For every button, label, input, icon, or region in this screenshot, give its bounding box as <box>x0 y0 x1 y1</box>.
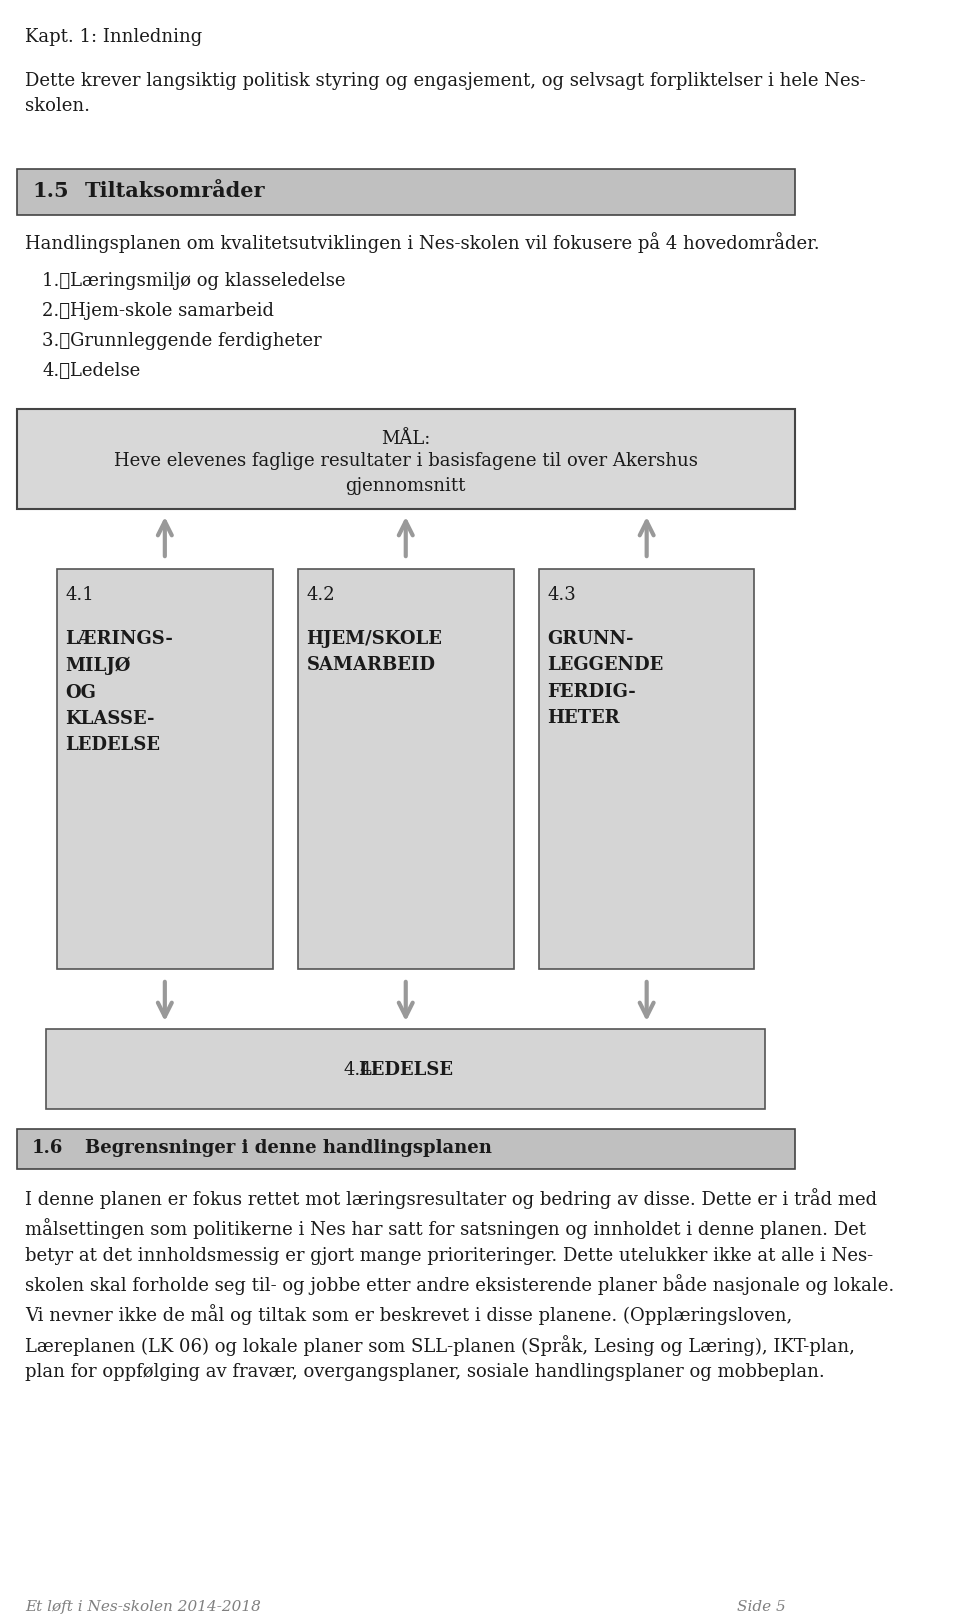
Text: Kapt. 1: Innledning: Kapt. 1: Innledning <box>25 28 203 45</box>
Bar <box>17 409 795 510</box>
Text: HJEM/SKOLE
SAMARBEID: HJEM/SKOLE SAMARBEID <box>306 630 443 674</box>
Text: GRUNN-
LEGGENDE
FERDIG-
HETER: GRUNN- LEGGENDE FERDIG- HETER <box>547 630 663 727</box>
Text: 4.4: 4.4 <box>344 1060 372 1078</box>
Text: 3.	Grunnleggende ferdigheter: 3. Grunnleggende ferdigheter <box>42 331 322 351</box>
Text: Et løft i Nes-skolen 2014-2018: Et løft i Nes-skolen 2014-2018 <box>25 1599 261 1613</box>
Text: 1.	Læringsmiljø og klasseledelse: 1. Læringsmiljø og klasseledelse <box>42 271 346 291</box>
Text: Begrensninger i denne handlingsplanen: Begrensninger i denne handlingsplanen <box>84 1138 492 1156</box>
Text: 4.1: 4.1 <box>65 586 94 604</box>
Text: 4.	Ledelse: 4. Ledelse <box>42 362 140 380</box>
Bar <box>539 570 755 969</box>
FancyBboxPatch shape <box>17 170 795 216</box>
Text: 1.5: 1.5 <box>32 180 69 201</box>
Text: MÅL:: MÅL: <box>381 430 430 448</box>
Text: LÆRINGS-
MILJØ
OG
KLASSE-
LEDELSE: LÆRINGS- MILJØ OG KLASSE- LEDELSE <box>65 630 174 753</box>
Text: 4.2: 4.2 <box>306 586 335 604</box>
Text: Dette krever langsiktig politisk styring og engasjement, og selvsagt forpliktels: Dette krever langsiktig politisk styring… <box>25 71 866 115</box>
Bar <box>298 570 514 969</box>
Text: I denne planen er fokus rettet mot læringsresultater og bedring av disse. Dette : I denne planen er fokus rettet mot lærin… <box>25 1188 895 1381</box>
Text: 2.	Hjem-skole samarbeid: 2. Hjem-skole samarbeid <box>42 302 275 320</box>
Text: Tiltaksområder: Tiltaksområder <box>84 180 265 201</box>
Bar <box>46 1029 765 1109</box>
Text: Handlingsplanen om kvalitetsutviklingen i Nes-skolen vil fokusere på 4 hovedområ: Handlingsplanen om kvalitetsutviklingen … <box>25 232 820 253</box>
Text: Heve elevenes faglige resultater i basisfagene til over Akershus
gjennomsnitt: Heve elevenes faglige resultater i basis… <box>114 451 698 495</box>
Bar <box>17 1130 795 1169</box>
Text: Side 5: Side 5 <box>737 1599 786 1613</box>
Text: LEDELSE: LEDELSE <box>358 1060 453 1078</box>
Bar <box>57 570 273 969</box>
Text: 4.3: 4.3 <box>547 586 576 604</box>
Text: 1.6: 1.6 <box>32 1138 63 1156</box>
